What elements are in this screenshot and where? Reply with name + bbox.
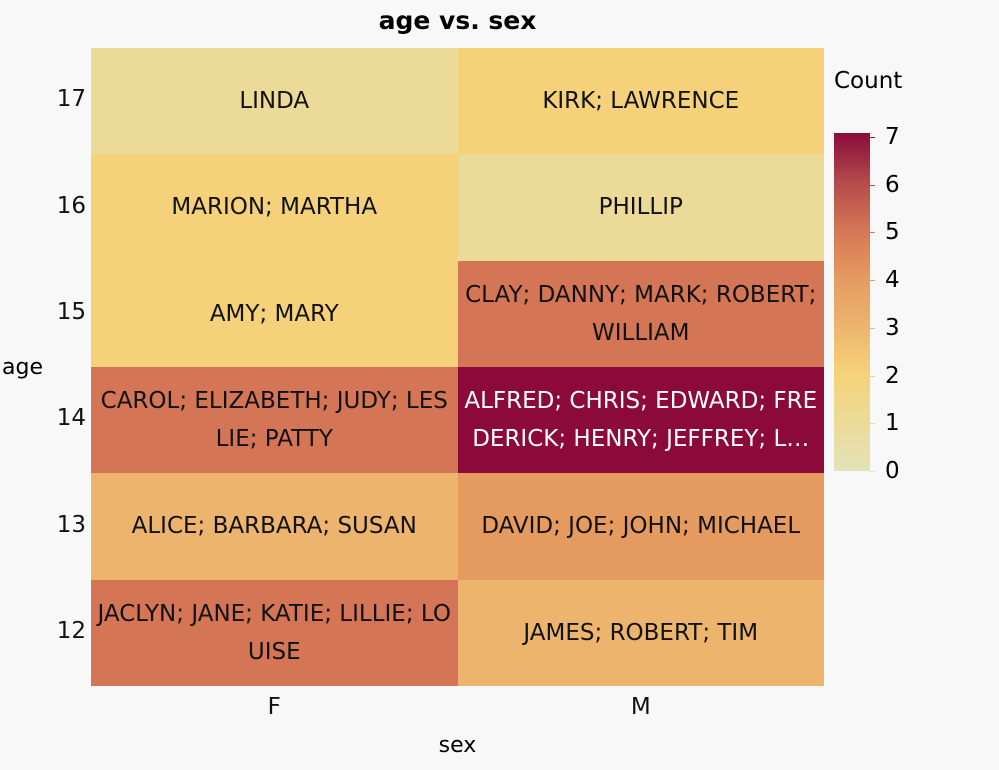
legend-tick-mark — [870, 423, 875, 425]
legend-tick-label: 0 — [885, 458, 900, 484]
heatmap-cell: ALFRED; CHRIS; EDWARD; FREDERICK; HENRY;… — [457, 367, 824, 474]
legend-tick-label: 6 — [885, 171, 900, 198]
legend-tick-label: 3 — [885, 314, 900, 341]
legend-tick-label: 7 — [885, 124, 900, 150]
heatmap-cell: LINDA — [91, 48, 458, 155]
legend-tick-mark — [870, 375, 875, 377]
heatmap-cell: CLAY; DANNY; MARK; ROBERT; WILLIAM — [457, 260, 824, 367]
y-axis-label: age — [2, 355, 43, 380]
legend-tick-label: 1 — [885, 410, 900, 437]
heatmap-cell: CAROL; ELIZABETH; JUDY; LESLIE; PATTY — [91, 367, 458, 474]
color-scale-bar — [834, 133, 870, 471]
legend-tick-label: 2 — [885, 362, 900, 389]
x-axis-label: sex — [438, 733, 477, 758]
legend-tick-label: 5 — [885, 219, 900, 246]
legend-tick-label: 4 — [885, 267, 900, 294]
heatmap-cell: PHILLIP — [457, 154, 824, 261]
y-tick-label: 12 — [56, 617, 86, 644]
heatmap-plot-area: LINDA KIRK; LAWRENCE MARION; MARTHA PHILLIP… — [91, 48, 824, 686]
y-tick-label: 17 — [56, 86, 86, 113]
y-tick-label: 13 — [56, 511, 86, 538]
legend-title: Count — [834, 68, 903, 94]
legend-tick-mark — [870, 232, 875, 234]
heatmap-cell: KIRK; LAWRENCE — [457, 48, 824, 155]
y-tick-label: 15 — [56, 298, 86, 325]
x-tick-label: M — [630, 694, 651, 720]
legend-tick-mark — [870, 184, 875, 186]
heatmap-cell: JAMES; ROBERT; TIM — [457, 579, 824, 686]
legend-tick-mark — [870, 280, 875, 282]
chart-title: age vs. sex — [378, 6, 537, 35]
heatmap-cell: DAVID; JOE; JOHN; MICHAEL — [457, 473, 824, 580]
legend-tick-mark — [870, 471, 875, 472]
legend-tick-mark — [870, 327, 875, 329]
legend-tick-mark — [870, 137, 875, 138]
x-tick-label: F — [267, 694, 281, 720]
y-tick-label: 16 — [56, 192, 86, 219]
heatmap-cell: MARION; MARTHA — [91, 154, 458, 261]
y-tick-label: 14 — [56, 405, 86, 432]
heatmap-cell: JACLYN; JANE; KATIE; LILLIE; LOUISE — [91, 579, 458, 686]
heatmap-cell: AMY; MARY — [91, 260, 458, 367]
heatmap-cell: ALICE; BARBARA; SUSAN — [91, 473, 458, 580]
